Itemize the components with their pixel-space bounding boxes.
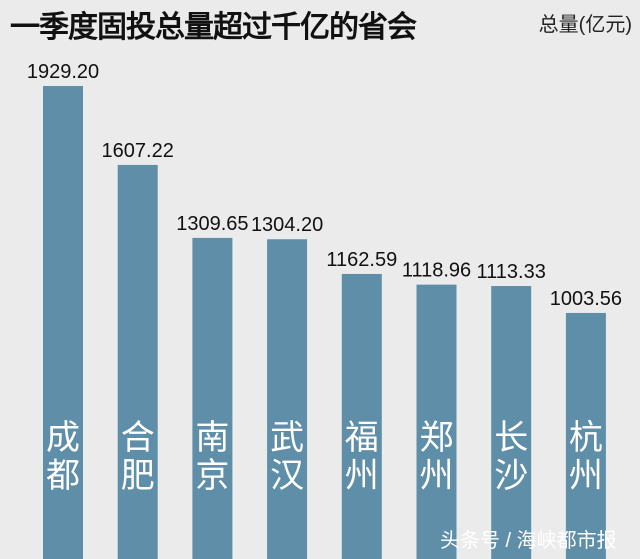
category-label-3-1: 汉 bbox=[270, 456, 304, 496]
chart-title: 一季度固投总量超过千亿的省会 bbox=[10, 10, 417, 45]
bar-0 bbox=[43, 86, 83, 559]
value-label-3: 1304.20 bbox=[251, 214, 323, 236]
bar-5 bbox=[416, 284, 457, 559]
value-label-6: 1113.33 bbox=[477, 261, 546, 283]
category-label-6-1: 沙 bbox=[494, 456, 528, 496]
bar-3 bbox=[267, 239, 308, 559]
value-label-4: 1162.59 bbox=[326, 249, 397, 271]
unit-label: 总量(亿元) bbox=[538, 14, 632, 36]
category-label-2-1: 京 bbox=[195, 456, 229, 496]
category-label-5-0: 郑 bbox=[420, 418, 454, 458]
value-label-7: 1003.56 bbox=[550, 288, 622, 310]
value-label-1: 1607.22 bbox=[102, 140, 174, 162]
bar-4 bbox=[341, 273, 382, 559]
bar-7 bbox=[565, 312, 606, 559]
bar-6 bbox=[491, 286, 532, 559]
category-label-3-0: 武 bbox=[270, 418, 304, 458]
category-label-7-1: 州 bbox=[569, 456, 603, 496]
value-label-5: 1118.96 bbox=[402, 260, 471, 282]
category-label-6-0: 长 bbox=[494, 418, 528, 458]
category-label-1-0: 合 bbox=[121, 418, 155, 458]
value-label-0: 1929.20 bbox=[27, 61, 99, 83]
category-label-0-1: 都 bbox=[46, 456, 80, 496]
category-label-4-1: 州 bbox=[345, 456, 379, 496]
bar-1 bbox=[117, 164, 158, 559]
watermark-text: 头条号 / 海峡都市报 bbox=[440, 530, 617, 552]
category-label-4-0: 福 bbox=[345, 418, 379, 458]
category-label-1-1: 肥 bbox=[121, 456, 155, 496]
value-label-2: 1309.65 bbox=[176, 213, 248, 235]
category-label-7-0: 杭 bbox=[569, 418, 603, 458]
category-label-0-0: 成 bbox=[46, 418, 80, 458]
category-label-5-1: 州 bbox=[420, 456, 454, 496]
bar-2 bbox=[192, 237, 233, 559]
category-label-2-0: 南 bbox=[195, 418, 229, 458]
